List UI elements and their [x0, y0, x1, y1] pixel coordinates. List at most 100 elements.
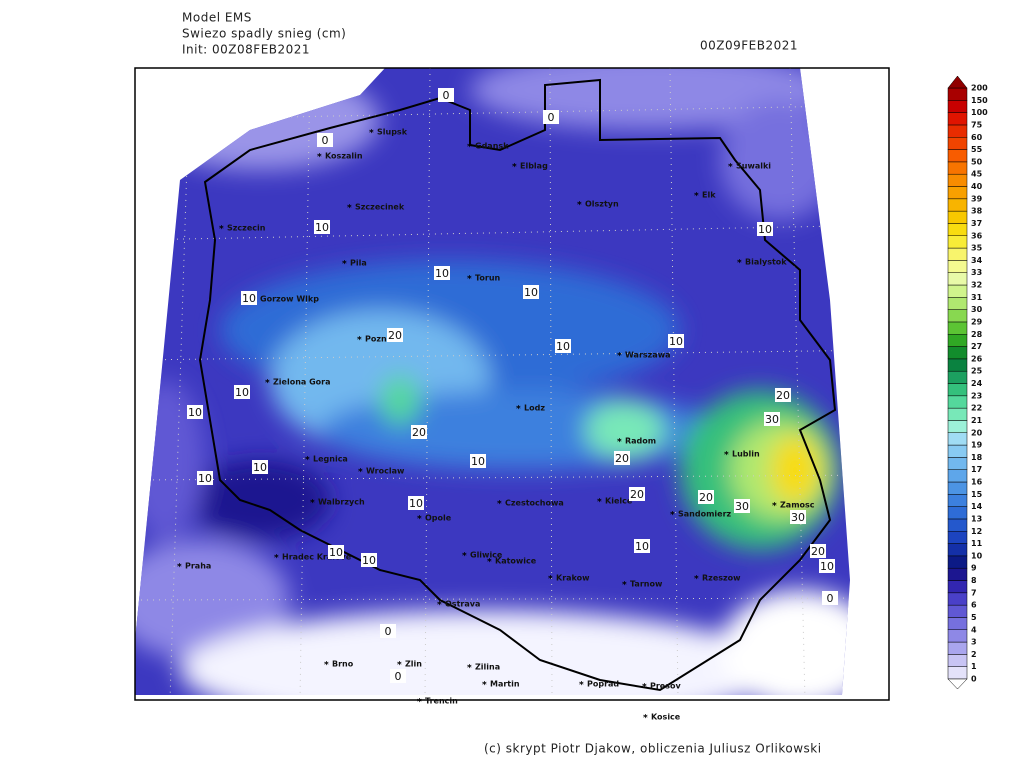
colorbar-box [947, 592, 968, 606]
city-label: Lodz [524, 404, 545, 413]
contour-label: 10 [669, 335, 683, 348]
colorbar-label: 29 [971, 317, 983, 326]
valid-time: 00Z09FEB2021 [700, 39, 798, 53]
contour-label-bg [408, 496, 424, 510]
colorbar-box [947, 124, 968, 138]
city-label: Suwalki [736, 162, 771, 171]
colorbar-box [947, 284, 968, 298]
colorbar-label: 5 [971, 613, 977, 622]
colorbar-box [947, 358, 968, 372]
city-label: Torun [475, 274, 501, 283]
contour-label: 10 [188, 406, 202, 419]
colorbar-label: 37 [971, 219, 982, 228]
colorbar-label: 26 [971, 354, 983, 363]
contour-label-bg [197, 471, 213, 485]
city-label: Pila [350, 259, 367, 268]
colorbar-label: 13 [971, 514, 982, 523]
colorbar-label: 23 [971, 391, 982, 400]
colorbar-label: 12 [971, 527, 982, 536]
city-label: Kielce [605, 497, 633, 506]
contour-label: 10 [409, 497, 423, 510]
contour-label: 0 [443, 89, 450, 102]
contour-label: 30 [735, 500, 749, 513]
city-marker: * [358, 468, 363, 478]
contour-label: 10 [235, 386, 249, 399]
contour-label-bg [543, 110, 559, 124]
colorbar-label: 200 [971, 84, 988, 93]
colorbar-label: 6 [971, 601, 977, 610]
city-marker: * [317, 153, 322, 163]
contour-label: 30 [791, 511, 805, 524]
city-label: Legnica [313, 455, 348, 464]
contour-label-bg [668, 334, 684, 348]
colorbar-box [947, 149, 968, 163]
city-label: Trencin [425, 697, 458, 706]
map-frame [134, 67, 890, 701]
contour-label: 0 [322, 134, 329, 147]
city-label: Tarnow [630, 580, 663, 589]
city-label: Opole [425, 514, 452, 523]
colorbar-box [947, 506, 968, 520]
colorbar-box [947, 555, 968, 569]
colorbar-over [947, 75, 968, 89]
colorbar-box [947, 604, 968, 618]
colorbar-label: 9 [971, 564, 977, 573]
city-marker: * [462, 552, 467, 562]
city-marker: * [467, 275, 472, 285]
colorbar-label: 36 [971, 231, 983, 240]
city-marker: * [417, 515, 422, 525]
city-label: Poprad [587, 680, 619, 689]
city-marker: * [642, 683, 647, 693]
colorbar-label: 7 [971, 588, 977, 597]
city-marker: * [516, 405, 521, 415]
colorbar-label: 27 [971, 342, 982, 351]
city-marker: * [467, 143, 472, 153]
colorbar-box [947, 383, 968, 397]
city-label: Sandomierz [678, 510, 732, 519]
colorbar-label: 45 [971, 170, 983, 179]
city-marker: * [482, 681, 487, 691]
city-label: Martin [490, 680, 520, 689]
city-marker: * [724, 451, 729, 461]
map-field [135, 68, 850, 695]
colorbar-box [947, 260, 968, 273]
colorbar-label: 33 [971, 268, 982, 277]
contour-label: 10 [635, 540, 649, 553]
city-marker: * [369, 129, 374, 139]
city-marker: * [274, 554, 279, 564]
contour-label-bg [411, 425, 427, 439]
contour-label: 10 [556, 340, 570, 353]
contour-label-bg [614, 451, 630, 465]
colorbar-box [947, 370, 968, 384]
field-name: Swiezo spadly snieg (cm) [182, 27, 346, 41]
contour-label: 10 [242, 292, 256, 305]
colorbar-label: 18 [971, 453, 983, 462]
city-label: Elblag [520, 162, 548, 171]
city-marker: * [737, 259, 742, 269]
colorbar-label: 15 [971, 490, 983, 499]
city-marker: * [265, 379, 270, 389]
city-marker: * [497, 500, 502, 510]
city-marker: * [487, 558, 492, 568]
colorbar-label: 3 [971, 638, 977, 647]
colorbar-box [947, 321, 968, 335]
colorbar-box [947, 432, 968, 446]
contour-label: 20 [776, 389, 790, 402]
city-label: Poznan [365, 335, 398, 344]
contour-label: 10 [315, 221, 329, 234]
city-marker: * [324, 661, 329, 671]
city-marker: * [670, 511, 675, 521]
colorbar-box [947, 198, 968, 212]
colorbar-box [947, 654, 968, 667]
city-marker: * [617, 352, 622, 362]
contour-label-bg [434, 266, 450, 280]
colorbar-box [947, 186, 968, 200]
colorbar-box [947, 235, 968, 249]
contour-label-bg [390, 669, 406, 683]
colorbar-box [947, 112, 968, 126]
city-marker: * [342, 260, 347, 270]
contour-label-bg [629, 487, 645, 501]
colorbar-label: 24 [971, 379, 983, 388]
colorbar-label: 34 [971, 256, 983, 265]
contour-label: 20 [388, 329, 402, 342]
